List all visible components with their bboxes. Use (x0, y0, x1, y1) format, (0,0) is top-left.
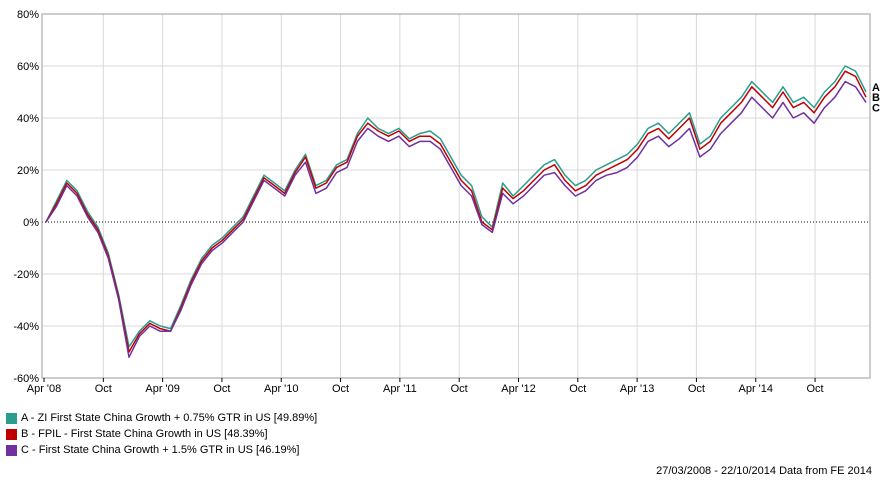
end-label-b: B (872, 92, 880, 104)
plot-border (41, 13, 871, 379)
y-tick-label: -40% (13, 321, 39, 333)
legend-label-a: A - ZI First State China Growth + 0.75% … (21, 412, 318, 424)
x-tick-label: Oct (569, 383, 586, 395)
x-tick-label: Apr '11 (383, 383, 417, 395)
legend-item-c: C - First State China Growth + 1.5% GTR … (6, 442, 317, 458)
data-source-note: 27/03/2008 - 22/10/2014 Data from FE 201… (656, 465, 872, 477)
series-line-b (45, 70, 867, 353)
y-tick-label: -20% (13, 269, 39, 281)
y-tick-label: 80% (17, 9, 39, 21)
y-tick-label: 20% (17, 165, 39, 177)
series-line-a (45, 65, 867, 348)
legend-label-b: B - FPIL - First State China Growth in U… (21, 428, 268, 440)
series-lines (45, 65, 867, 358)
end-label-a: A (872, 82, 880, 94)
end-label-c: C (872, 102, 880, 114)
y-tick-label: 60% (17, 61, 39, 73)
legend-label-c: C - First State China Growth + 1.5% GTR … (21, 444, 300, 456)
legend-item-b: B - FPIL - First State China Growth in U… (6, 426, 317, 442)
x-tick-label: Apr '14 (738, 383, 773, 395)
legend-swatch-a (6, 412, 17, 424)
grid-lines (42, 13, 870, 379)
x-tick-label: Oct (213, 383, 230, 395)
x-tick-label: Oct (95, 383, 112, 395)
y-tick-label: -60% (13, 373, 39, 385)
legend-item-a: A - ZI First State China Growth + 0.75% … (6, 410, 317, 426)
line-chart: -60%-40%-20%0%20%40%60%80% Apr '08 Oct Apr… (13, 9, 880, 395)
legend-swatch-b (6, 428, 17, 440)
y-tick-label: 40% (17, 113, 39, 125)
legend: A - ZI First State China Growth + 0.75% … (6, 410, 317, 458)
x-tick-label: Apr '13 (620, 383, 655, 395)
x-tick-label: Oct (806, 383, 823, 395)
x-tick-label: Oct (332, 383, 349, 395)
x-tick-label: Apr '12 (501, 383, 536, 395)
series-line-c (45, 80, 867, 358)
plot-frame (41, 13, 871, 379)
legend-swatch-c (6, 444, 17, 456)
x-tick-label: Apr '08 (27, 383, 62, 395)
y-axis-ticks: -60% -40% -20% 0% 20% 40% 60% 80% (13, 9, 39, 385)
x-axis-ticks: Apr '08 Oct Apr '09 Oct Apr '10 Oct Apr '11 Oct… (27, 378, 824, 395)
end-labels: ABC (872, 82, 880, 114)
x-tick-label: Apr '10 (264, 383, 299, 395)
x-tick-label: Apr '09 (145, 383, 180, 395)
y-tick-label: 0% (23, 217, 39, 229)
x-tick-label: Oct (451, 383, 468, 395)
x-tick-label: Oct (688, 383, 705, 395)
